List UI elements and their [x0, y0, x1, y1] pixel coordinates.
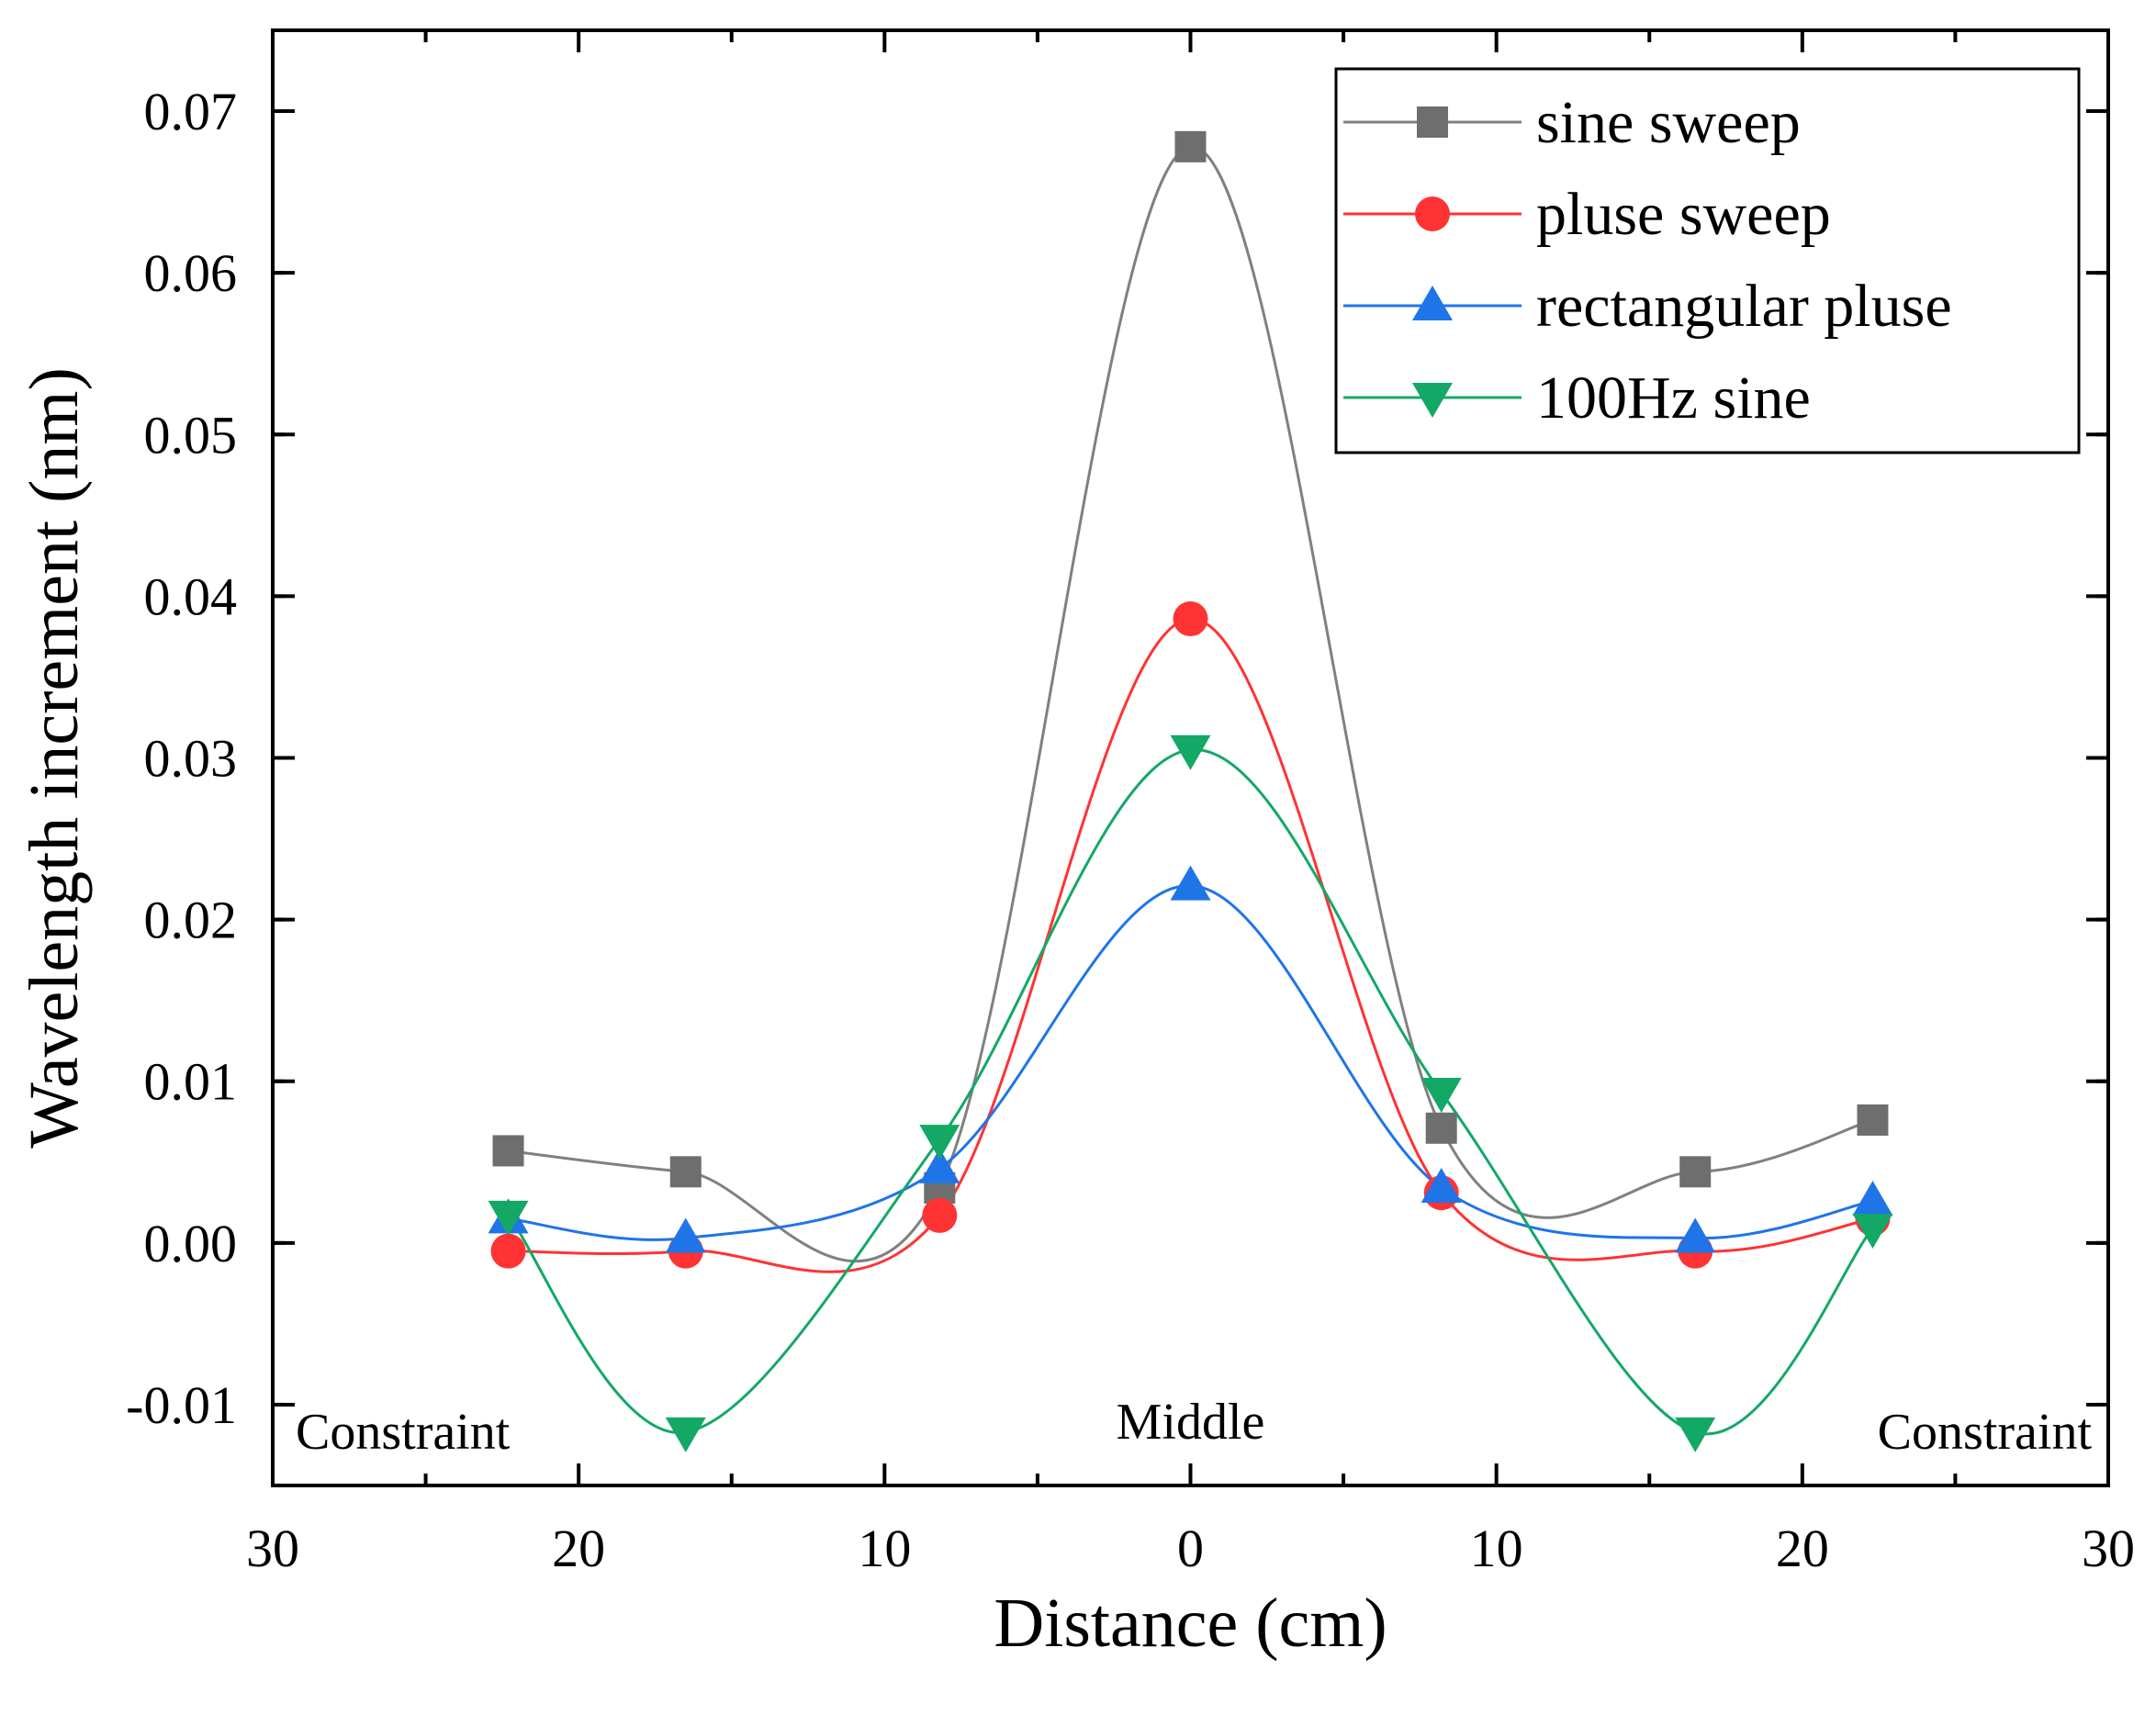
- data-point-triangle-up: [665, 1217, 706, 1253]
- x-axis-ticks: 30 20 10 0 10 20 30: [246, 30, 2135, 1578]
- data-point-triangle-down: [1170, 734, 1211, 770]
- legend-label: sine sweep: [1536, 89, 1801, 156]
- series-markers: [488, 130, 1893, 1452]
- y-tick-label: 0.02: [144, 891, 238, 950]
- data-point-square: [1857, 1104, 1889, 1136]
- series-line-2: [508, 884, 1873, 1241]
- data-point-triangle-down: [1420, 1078, 1462, 1114]
- legend-marker: [1412, 286, 1453, 320]
- data-point-circle: [922, 1197, 958, 1233]
- data-point-triangle-up: [919, 1148, 960, 1183]
- data-point-circle: [1173, 601, 1208, 637]
- y-tick-label: 0.06: [144, 243, 238, 303]
- data-point-triangle-up: [1852, 1181, 1893, 1216]
- legend-label: pluse sweep: [1536, 181, 1831, 248]
- data-point-triangle-up: [1675, 1217, 1716, 1253]
- annotation-label: Middle: [1117, 1394, 1265, 1451]
- legend-marker: [1412, 383, 1453, 418]
- data-point-square: [1174, 130, 1207, 163]
- y-tick-label: 0.01: [144, 1052, 238, 1112]
- legend-marker: [1417, 106, 1448, 138]
- legend-marker: [1415, 196, 1450, 231]
- annotation-label: Constraint: [296, 1404, 511, 1461]
- x-tick-label: 10: [1470, 1519, 1523, 1578]
- data-point-triangle-up: [1170, 865, 1211, 901]
- y-tick-label: 0.03: [144, 729, 238, 789]
- series-line-3: [507, 748, 1874, 1436]
- y-axis-label: Wavelength increment (nm): [16, 367, 93, 1149]
- x-tick-label: 30: [246, 1519, 299, 1578]
- y-tick-label: -0.01: [126, 1375, 237, 1435]
- y-tick-label: 0.00: [144, 1214, 238, 1273]
- y-tick-label: 0.07: [144, 82, 238, 141]
- legend-box: [1334, 67, 2081, 454]
- x-tick-label: 20: [1776, 1519, 1829, 1578]
- data-point-triangle-down: [1675, 1417, 1716, 1452]
- annotations: Constraint Middle Constraint: [296, 1394, 2092, 1461]
- data-point-square: [492, 1135, 524, 1167]
- x-tick-label: 10: [858, 1519, 911, 1578]
- x-tick-label: 20: [552, 1519, 605, 1578]
- x-tick-label: 30: [2082, 1519, 2135, 1578]
- data-point-triangle-down: [488, 1200, 529, 1236]
- legend: sine sweep pluse sweep rectangular pluse 10…: [1334, 67, 2081, 454]
- x-axis-label: Distance (cm): [994, 1585, 1387, 1662]
- data-point-triangle-down: [665, 1417, 706, 1452]
- y-axis-ticks: -0.01 0.00 0.01 0.02 0.03 0.04 0.05 0.06 0.07: [126, 82, 2108, 1435]
- data-point-triangle-down: [1852, 1213, 1893, 1249]
- data-point-triangle-up: [1420, 1167, 1462, 1203]
- annotation-label: Constraint: [1878, 1404, 2093, 1461]
- data-point-circle: [490, 1233, 526, 1269]
- y-tick-label: 0.05: [144, 405, 238, 465]
- data-point-square: [669, 1156, 702, 1188]
- x-tick-label: 0: [1177, 1519, 1204, 1578]
- series-line-1: [508, 617, 1873, 1273]
- legend-label: 100Hz sine: [1536, 364, 1811, 432]
- legend-label: rectangular pluse: [1536, 273, 1952, 340]
- y-tick-label: 0.04: [144, 566, 238, 626]
- data-point-square: [1679, 1156, 1712, 1188]
- data-point-triangle-down: [919, 1125, 960, 1160]
- data-point-square: [1425, 1112, 1457, 1144]
